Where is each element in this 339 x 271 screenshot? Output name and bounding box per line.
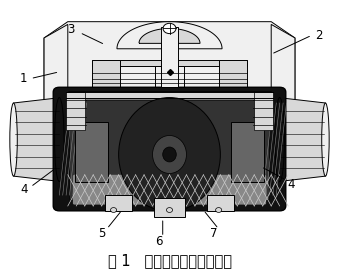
Polygon shape bbox=[117, 22, 222, 49]
Text: 6: 6 bbox=[156, 235, 163, 248]
Bar bbox=[219, 60, 247, 87]
Polygon shape bbox=[14, 98, 61, 182]
Polygon shape bbox=[44, 22, 295, 108]
Ellipse shape bbox=[163, 147, 176, 162]
Bar bbox=[66, 92, 273, 130]
Bar bbox=[92, 60, 247, 66]
Bar bbox=[154, 198, 185, 217]
Bar bbox=[68, 91, 271, 98]
Ellipse shape bbox=[166, 208, 173, 212]
Bar bbox=[161, 27, 178, 87]
Ellipse shape bbox=[119, 98, 220, 211]
Bar bbox=[231, 122, 264, 182]
Polygon shape bbox=[139, 28, 200, 43]
Polygon shape bbox=[44, 24, 68, 111]
Polygon shape bbox=[278, 98, 325, 182]
Text: 7: 7 bbox=[210, 227, 217, 240]
Ellipse shape bbox=[163, 23, 176, 34]
Text: 2: 2 bbox=[315, 29, 322, 42]
FancyBboxPatch shape bbox=[73, 175, 266, 205]
Text: 4: 4 bbox=[20, 183, 27, 196]
Polygon shape bbox=[271, 24, 295, 111]
Ellipse shape bbox=[322, 103, 329, 176]
Ellipse shape bbox=[216, 208, 222, 212]
Bar bbox=[92, 60, 120, 87]
Text: 图 1   盘式制动器构造示意图: 图 1 盘式制动器构造示意图 bbox=[107, 253, 232, 268]
Text: 3: 3 bbox=[67, 23, 75, 36]
Bar bbox=[207, 195, 234, 211]
FancyBboxPatch shape bbox=[53, 87, 286, 211]
Bar bbox=[66, 92, 85, 130]
Bar bbox=[155, 66, 184, 87]
Text: 4: 4 bbox=[288, 178, 295, 191]
Bar bbox=[254, 92, 273, 130]
Text: 5: 5 bbox=[98, 227, 105, 240]
FancyBboxPatch shape bbox=[69, 100, 270, 201]
Text: 1: 1 bbox=[20, 72, 27, 85]
Ellipse shape bbox=[153, 136, 186, 173]
Bar bbox=[75, 122, 108, 182]
Ellipse shape bbox=[10, 103, 17, 176]
Ellipse shape bbox=[111, 208, 117, 212]
Bar bbox=[105, 195, 132, 211]
